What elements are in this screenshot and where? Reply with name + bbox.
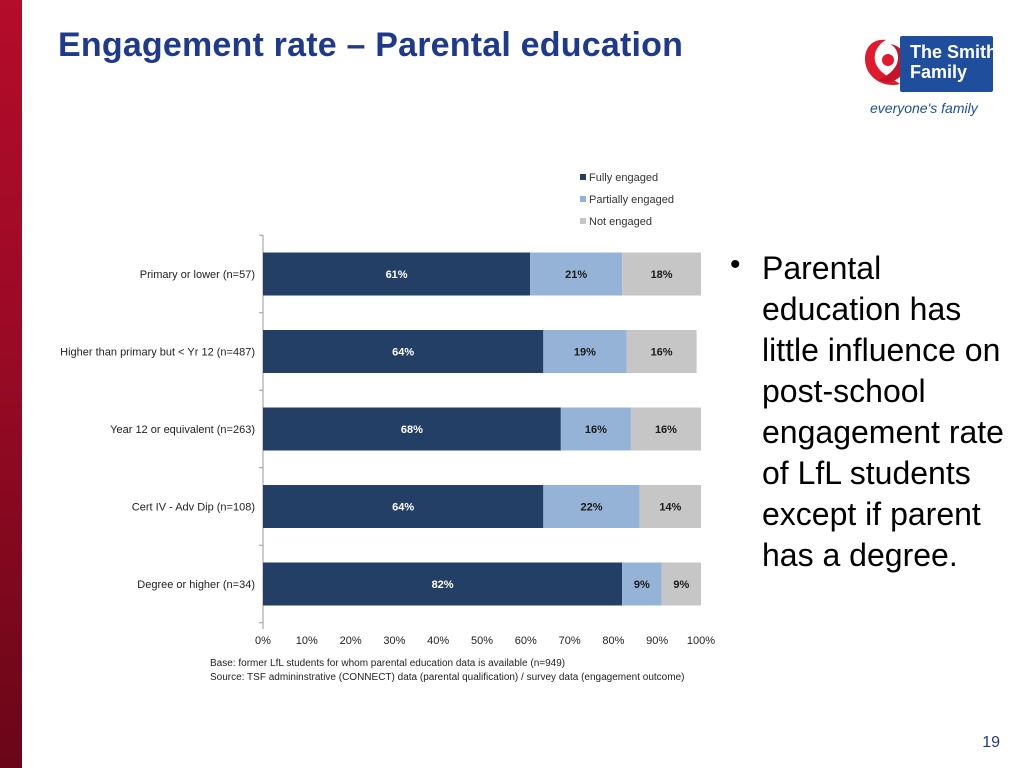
bar-segment xyxy=(661,562,701,606)
left-accent-band xyxy=(0,0,22,768)
x-tick-label: 60% xyxy=(515,635,537,647)
hands-heart-icon xyxy=(864,39,907,86)
x-tick-label: 40% xyxy=(427,635,449,647)
category-label: Degree or higher (n=34) xyxy=(137,579,255,591)
data-label: 16% xyxy=(651,347,673,359)
bar-segment xyxy=(622,562,662,606)
data-label: 14% xyxy=(659,502,681,514)
x-tick-label: 90% xyxy=(646,635,668,647)
chart-note: Source: TSF admininstrative (CONNECT) da… xyxy=(210,672,684,683)
bar-segment xyxy=(263,562,623,606)
category-label: Higher than primary but < Yr 12 (n=487) xyxy=(60,347,255,359)
data-label: 22% xyxy=(580,502,602,514)
legend-label: Fully engaged xyxy=(589,172,658,184)
engagement-chart: Fully engaged Partially engaged Not engage… xyxy=(48,160,728,705)
page-number: 19 xyxy=(982,734,1000,751)
bar-segment xyxy=(639,485,701,528)
data-label: 9% xyxy=(673,579,689,591)
category-label: Year 12 or equivalent (n=263) xyxy=(110,424,255,436)
bar-segment xyxy=(263,252,531,296)
bullet-point: Parental education has little influence … xyxy=(762,250,1004,573)
stacked-bar-chart: Fully engaged Partially engaged Not engage… xyxy=(60,172,715,683)
data-label: 82% xyxy=(432,579,454,591)
logo-name-box xyxy=(900,36,993,92)
logo-line-1: The Smith xyxy=(910,42,998,62)
data-label: 61% xyxy=(386,269,408,281)
bar-segment xyxy=(530,252,623,296)
data-label: 18% xyxy=(651,269,673,281)
x-tick-label: 10% xyxy=(296,635,318,647)
data-label: 21% xyxy=(565,269,587,281)
data-label: 64% xyxy=(392,502,414,514)
bar-segment xyxy=(263,485,544,528)
data-label: 19% xyxy=(574,347,596,359)
legend-swatch xyxy=(580,196,586,202)
bar-segment xyxy=(543,485,640,528)
logo-line-2: Family xyxy=(910,62,968,82)
data-label: 9% xyxy=(634,579,650,591)
category-label: Primary or lower (n=57) xyxy=(140,269,255,281)
bar-segment xyxy=(263,330,544,373)
legend-swatch xyxy=(580,174,586,180)
x-tick-label: 70% xyxy=(559,635,581,647)
bar-segment xyxy=(626,330,697,373)
bar-segment xyxy=(560,407,631,451)
data-label: 68% xyxy=(401,424,423,436)
data-label: 16% xyxy=(585,424,607,436)
logo-tagline: everyone's family xyxy=(870,100,978,116)
slide-title: Engagement rate – Parental education xyxy=(58,26,684,64)
x-tick-label: 30% xyxy=(383,635,405,647)
legend-swatch xyxy=(580,218,586,224)
x-tick-label: 80% xyxy=(602,635,624,647)
smith-family-logo: The Smith Family everyone's family xyxy=(860,34,997,124)
logo-wordmark: The Smith Family xyxy=(910,42,997,82)
x-tick-label: 0% xyxy=(255,635,271,647)
x-tick-label: 20% xyxy=(340,635,362,647)
bar-segment xyxy=(630,407,701,451)
bar-segment xyxy=(263,407,561,451)
chart-note: Base: former LfL students for whom paren… xyxy=(210,658,565,669)
bullet-marker: • xyxy=(730,248,741,281)
category-label: Cert IV - Adv Dip (n=108) xyxy=(132,502,255,514)
data-label: 64% xyxy=(392,347,414,359)
bar-segment xyxy=(543,330,627,373)
bar-segment xyxy=(622,252,701,296)
x-tick-label: 100% xyxy=(687,635,715,647)
legend-label: Partially engaged xyxy=(589,194,674,206)
data-label: 16% xyxy=(655,424,677,436)
legend-label: Not engaged xyxy=(589,216,652,228)
x-tick-label: 50% xyxy=(471,635,493,647)
